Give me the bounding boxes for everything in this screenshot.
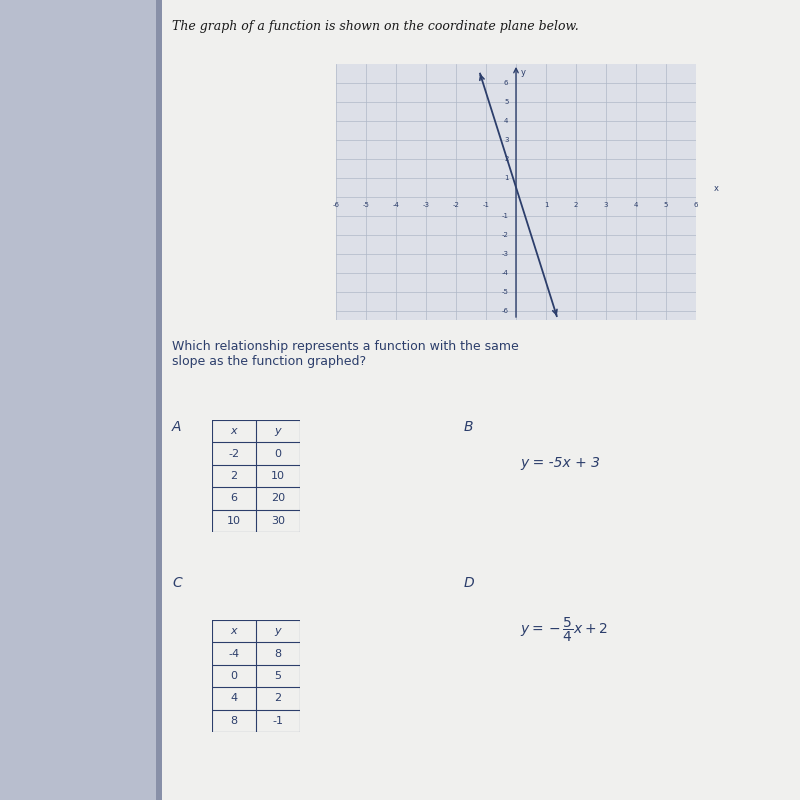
Text: 10: 10	[271, 471, 285, 481]
Text: -3: -3	[422, 202, 430, 209]
Text: -4: -4	[393, 202, 399, 209]
Text: -4: -4	[502, 270, 509, 275]
Text: C: C	[172, 576, 182, 590]
Text: -6: -6	[333, 202, 339, 209]
Text: 4: 4	[504, 118, 509, 124]
Text: 5: 5	[274, 671, 282, 681]
Text: -1: -1	[273, 716, 283, 726]
Text: 4: 4	[634, 202, 638, 209]
Text: -5: -5	[502, 289, 509, 294]
Text: The graph of a function is shown on the coordinate plane below.: The graph of a function is shown on the …	[172, 20, 578, 33]
Text: 6: 6	[230, 494, 238, 503]
Text: y: y	[521, 68, 526, 77]
Text: 2: 2	[504, 156, 509, 162]
Text: -2: -2	[453, 202, 459, 209]
Text: 3: 3	[504, 137, 509, 143]
Text: y: y	[274, 426, 282, 436]
Text: 2: 2	[274, 694, 282, 703]
Text: 6: 6	[694, 202, 698, 209]
Text: 4: 4	[230, 694, 238, 703]
Text: 2: 2	[574, 202, 578, 209]
Text: -4: -4	[229, 649, 239, 658]
Text: x: x	[714, 184, 719, 193]
Text: 8: 8	[230, 716, 238, 726]
Text: -1: -1	[482, 202, 490, 209]
Text: 10: 10	[227, 516, 241, 526]
Text: 0: 0	[274, 449, 282, 458]
Text: 2: 2	[230, 471, 238, 481]
Text: 3: 3	[604, 202, 608, 209]
Text: 30: 30	[271, 516, 285, 526]
Text: -5: -5	[362, 202, 370, 209]
Text: -3: -3	[502, 250, 509, 257]
Text: 20: 20	[271, 494, 285, 503]
Text: D: D	[464, 576, 474, 590]
Text: 6: 6	[504, 80, 509, 86]
Text: 1: 1	[544, 202, 548, 209]
Text: B: B	[464, 420, 474, 434]
Text: -2: -2	[229, 449, 239, 458]
Text: 8: 8	[274, 649, 282, 658]
Text: y: y	[274, 626, 282, 636]
Text: Which relationship represents a function with the same
slope as the function gra: Which relationship represents a function…	[172, 340, 518, 368]
Text: A: A	[172, 420, 182, 434]
Text: -6: -6	[502, 307, 509, 314]
Text: 5: 5	[504, 99, 509, 105]
Text: y = -5x + 3: y = -5x + 3	[520, 456, 600, 470]
Text: $y = -\dfrac{5}{4}x + 2$: $y = -\dfrac{5}{4}x + 2$	[520, 616, 608, 644]
Text: 5: 5	[664, 202, 668, 209]
Text: x: x	[230, 426, 238, 436]
Text: -1: -1	[502, 213, 509, 218]
Text: x: x	[230, 626, 238, 636]
Text: 1: 1	[504, 174, 509, 181]
Text: 0: 0	[230, 671, 238, 681]
Text: -2: -2	[502, 232, 509, 238]
